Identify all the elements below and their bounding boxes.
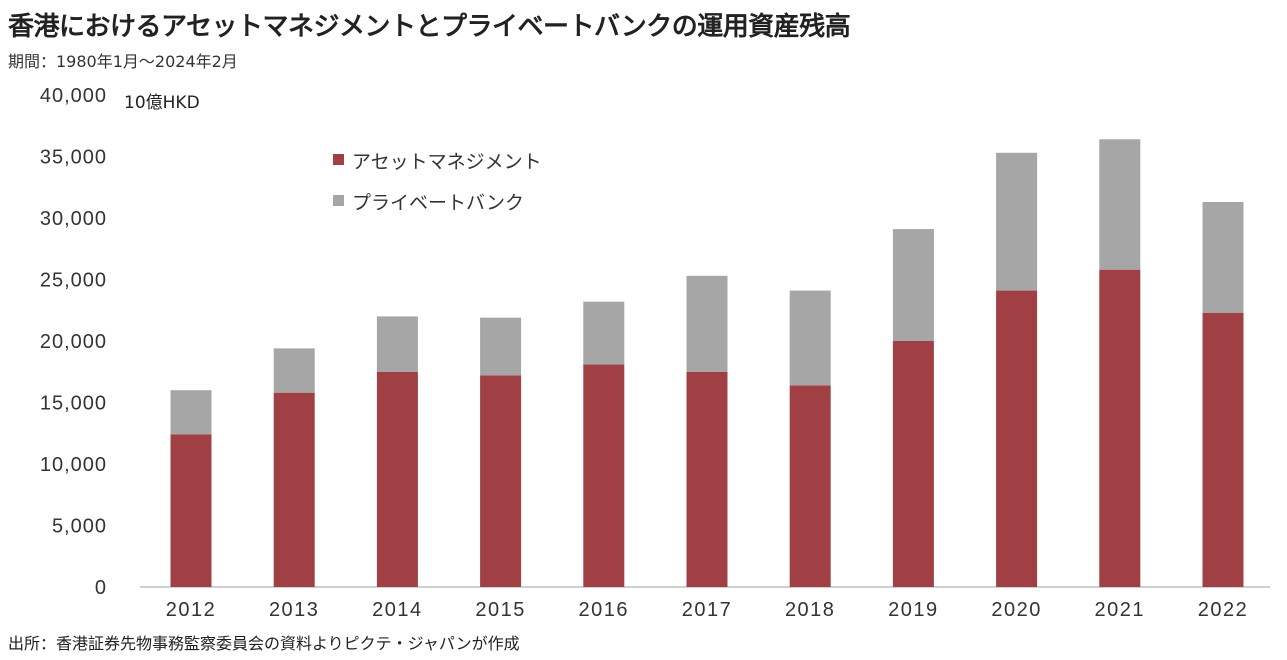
- x-tick-label: 2016: [579, 599, 630, 621]
- bar-segment: [789, 385, 831, 587]
- y-axis-unit-label: 10億HKD: [124, 93, 200, 113]
- y-tick-label: 10,000: [40, 454, 107, 476]
- bar-segment: [480, 317, 522, 376]
- legend-label: プライベートバンク: [352, 192, 524, 214]
- bar-segment: [583, 364, 625, 587]
- y-tick-label: 5,000: [52, 516, 107, 538]
- y-tick-label: 20,000: [40, 331, 107, 353]
- y-tick-label: 25,000: [40, 270, 107, 292]
- legend-swatch: [333, 154, 344, 165]
- y-tick-label: 35,000: [40, 147, 107, 169]
- bar-segment: [892, 341, 934, 587]
- y-tick-label: 15,000: [40, 393, 107, 415]
- bar-segment: [1099, 269, 1141, 587]
- bars: [170, 139, 1244, 587]
- bar-segment: [996, 290, 1038, 587]
- legend-label: アセットマネジメント: [352, 151, 542, 173]
- bar-segment: [170, 390, 212, 435]
- legend-swatch: [333, 195, 344, 206]
- y-axis-ticks: 0 5,000 10,000 15,000 20,000 25,000 30,000 35,0…: [40, 85, 107, 599]
- bar-segment: [1202, 312, 1244, 587]
- x-axis-ticks: 2012 2013 2014 2015 2016 2017 2018 2019 2020 2021…: [166, 599, 1249, 621]
- y-tick-label: 0: [95, 577, 107, 599]
- x-tick-label: 2017: [682, 599, 733, 621]
- y-tick-label: 30,000: [40, 208, 107, 230]
- x-tick-label: 2013: [269, 599, 320, 621]
- bar-segment: [1202, 202, 1244, 313]
- bar-segment: [583, 301, 625, 365]
- bar-segment: [170, 434, 212, 587]
- bar-segment: [273, 348, 315, 393]
- bar-segment: [1099, 139, 1141, 270]
- bar-segment: [686, 275, 728, 372]
- x-tick-label: 2019: [888, 599, 939, 621]
- chart-title: 香港におけるアセットマネジメントとプライベートバンクの運用資産残高: [8, 12, 851, 42]
- bar-segment: [996, 152, 1038, 291]
- x-tick-label: 2022: [1198, 599, 1249, 621]
- bar-segment: [376, 371, 418, 587]
- bar-segment: [480, 375, 522, 587]
- chart-period: 期間：1980年1月～2024年2月: [8, 52, 238, 71]
- x-tick-label: 2021: [1095, 599, 1146, 621]
- x-tick-label: 2014: [372, 599, 423, 621]
- bar-segment: [376, 316, 418, 372]
- x-tick-label: 2020: [991, 599, 1042, 621]
- source-note: 出所：香港証券先物事務監察委員会の資料よりピクテ・ジャパンが作成: [8, 634, 520, 653]
- x-tick-label: 2018: [785, 599, 836, 621]
- bar-segment: [273, 392, 315, 587]
- y-tick-label: 40,000: [40, 85, 107, 107]
- bar-segment: [892, 229, 934, 341]
- x-tick-label: 2012: [166, 599, 217, 621]
- x-tick-label: 2015: [475, 599, 526, 621]
- bar-segment: [789, 290, 831, 386]
- bar-segment: [686, 371, 728, 587]
